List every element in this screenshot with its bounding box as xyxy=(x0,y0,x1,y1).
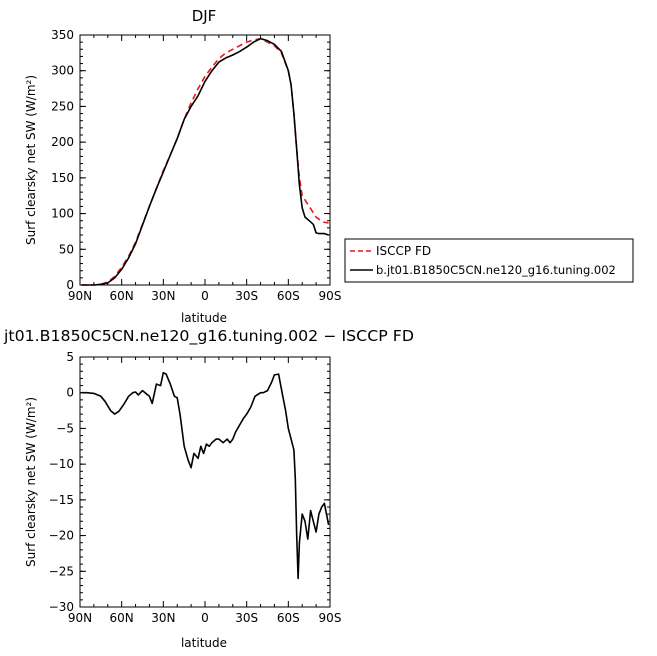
bottom-y-tick-label: −15 xyxy=(49,493,74,507)
bottom-chart-title: jt01.B1850C5CN.ne120_g16.tuning.002 − IS… xyxy=(3,327,414,346)
legend-label-isccp: ISCCP FD xyxy=(376,244,431,258)
bottom-y-tick-label: −5 xyxy=(56,421,74,435)
top-x-tick-label: 30N xyxy=(151,289,175,303)
top-y-tick-label: 350 xyxy=(51,28,74,42)
top-x-tick-label: 90N xyxy=(68,289,92,303)
bottom-series-line-1 xyxy=(81,371,330,580)
bottom-panel: jt01.B1850C5CN.ne120_g16.tuning.002 − IS… xyxy=(3,327,414,650)
top-x-tick-label: 60S xyxy=(277,289,300,303)
top-xlabel: latitude xyxy=(181,311,227,325)
bottom-y-tick-label: −30 xyxy=(49,600,74,614)
bottom-x-tick-label: 0 xyxy=(201,611,209,625)
bottom-x-tick-label: 90S xyxy=(319,611,342,625)
top-chart-title: DJF xyxy=(192,7,217,25)
top-y-tick-label: 300 xyxy=(51,64,74,78)
bottom-plot-frame xyxy=(79,356,331,608)
top-y-tick-label: 100 xyxy=(51,207,74,221)
top-plot-frame xyxy=(79,34,331,286)
top-x-tick-label: 90S xyxy=(319,289,342,303)
bottom-y-tick-label: 5 xyxy=(66,350,74,364)
legend-label-model: b.jt01.B1850C5CN.ne120_g16.tuning.002 xyxy=(376,263,616,277)
legend-box xyxy=(344,238,634,283)
top-x-tick-label: 60N xyxy=(110,289,134,303)
top-ylabel: Surf clearsky net SW (W/m²) xyxy=(24,75,38,245)
top-plot-area: 90N 60N 30N 0 30S 60S 90S 0 50 100 150 200 250 300 350 xyxy=(51,28,341,303)
bottom-x-tick-label: 30S xyxy=(235,611,258,625)
top-x-tick-label: 0 xyxy=(201,289,209,303)
top-panel: DJF Surf clearsky net SW (W/m²) 90N 60N 30… xyxy=(24,7,341,325)
top-series-line-1 xyxy=(81,37,329,286)
bottom-x-tick-label: 30N xyxy=(151,611,175,625)
top-y-tick-label: 0 xyxy=(66,278,74,292)
bottom-y-tick-label: −10 xyxy=(49,457,74,471)
bottom-y-tick-label: −25 xyxy=(49,564,74,578)
bottom-x-tick-label: 90N xyxy=(68,611,92,625)
bottom-plot-area: 90N 60N 30N 0 30S 60S 90S −30 −25 −20 −15 −10 −5 0 5 xyxy=(49,350,342,625)
top-y-tick-label: 50 xyxy=(59,242,74,256)
top-series-line-2 xyxy=(81,37,329,286)
top-y-tick-label: 200 xyxy=(51,135,74,149)
bottom-y-tick-label: −20 xyxy=(49,529,74,543)
bottom-x-tick-label: 60N xyxy=(110,611,134,625)
top-x-tick-label: 30S xyxy=(235,289,258,303)
top-y-tick-label: 150 xyxy=(51,171,74,185)
legend: ISCCP FD b.jt01.B1850C5CN.ne120_g16.tuni… xyxy=(344,238,634,283)
bottom-xlabel: latitude xyxy=(181,636,227,650)
bottom-ylabel: Surf clearsky net SW (W/m²) xyxy=(24,397,38,567)
top-y-tick-label: 250 xyxy=(51,99,74,113)
bottom-y-tick-label: 0 xyxy=(66,386,74,400)
bottom-x-tick-label: 60S xyxy=(277,611,300,625)
